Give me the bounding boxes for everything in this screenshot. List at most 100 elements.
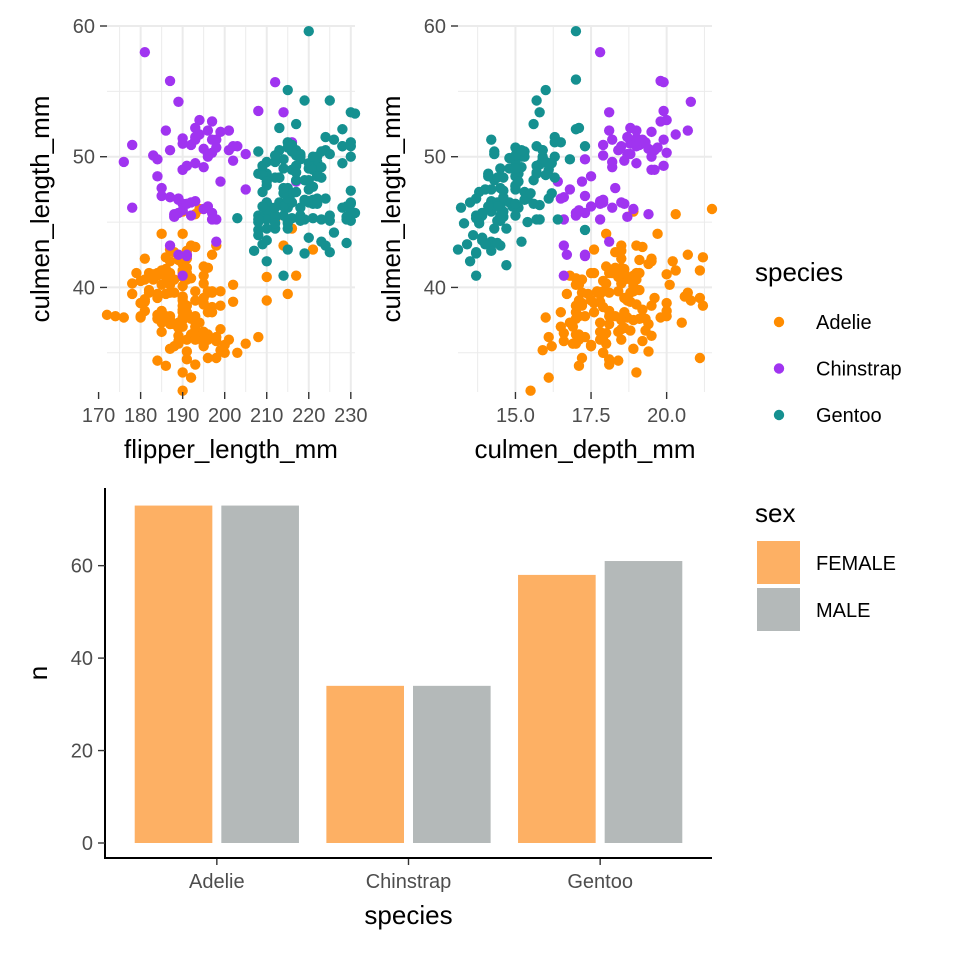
flipper-point-gentoo bbox=[307, 151, 319, 162]
depth-point-gentoo bbox=[510, 210, 521, 221]
flipper-point-gentoo bbox=[328, 227, 340, 238]
depth-point-adelie bbox=[543, 331, 554, 343]
depth-point-chinstrap bbox=[585, 201, 597, 212]
depth-point-chinstrap bbox=[603, 125, 615, 136]
flipper-point-gentoo bbox=[316, 161, 327, 173]
flipper-point-adelie bbox=[127, 278, 138, 289]
depth-point-adelie bbox=[588, 297, 600, 309]
flipper-point-adelie bbox=[261, 295, 272, 306]
depth-point-adelie bbox=[570, 273, 582, 284]
flipper-point-chinstrap bbox=[240, 148, 251, 160]
flipper-point-gentoo bbox=[282, 218, 293, 229]
flipper-point-chinstrap bbox=[269, 77, 281, 88]
depth-point-adelie bbox=[555, 321, 567, 332]
bar-y-axis-title: n bbox=[23, 666, 53, 680]
flipper-point-adelie bbox=[156, 279, 167, 291]
flipper-point-gentoo bbox=[303, 232, 314, 243]
depth-point-adelie bbox=[628, 286, 639, 297]
depth-y-tick-label: 40 bbox=[424, 277, 446, 299]
flipper-point-chinstrap bbox=[177, 133, 188, 144]
depth-y-axis-title: culmen_length_mm bbox=[376, 96, 406, 323]
depth-point-gentoo bbox=[579, 141, 591, 152]
flipper-point-chinstrap bbox=[215, 126, 226, 138]
flipper-point-gentoo bbox=[278, 154, 289, 165]
flipper-point-chinstrap bbox=[190, 158, 201, 169]
depth-point-gentoo bbox=[470, 270, 482, 281]
flipper-point-gentoo bbox=[324, 95, 335, 106]
flipper-point-adelie bbox=[190, 334, 201, 345]
flipper-point-gentoo bbox=[278, 270, 289, 281]
flipper-point-adelie bbox=[173, 330, 184, 341]
flipper-point-gentoo bbox=[324, 215, 335, 226]
flipper-point-chinstrap bbox=[127, 139, 138, 151]
depth-point-adelie bbox=[576, 287, 588, 298]
bar-x-axis-title: species bbox=[364, 900, 452, 930]
flipper-x-axis-title: flipper_length_mm bbox=[124, 434, 338, 464]
depth-point-gentoo bbox=[483, 201, 494, 212]
depth-point-gentoo bbox=[470, 193, 482, 204]
depth-point-chinstrap bbox=[564, 184, 576, 195]
flipper-point-adelie bbox=[215, 300, 226, 311]
flipper-point-chinstrap bbox=[198, 161, 209, 173]
depth-point-chinstrap bbox=[561, 249, 573, 260]
flipper-point-gentoo bbox=[295, 154, 306, 165]
depth-point-gentoo bbox=[473, 218, 485, 229]
flipper-point-gentoo bbox=[290, 118, 302, 130]
flipper-point-chinstrap bbox=[152, 154, 163, 165]
flipper-point-adelie bbox=[177, 307, 188, 318]
flipper-point-gentoo bbox=[269, 150, 281, 161]
flipper-point-adelie bbox=[127, 288, 138, 300]
depth-point-adelie bbox=[588, 244, 600, 255]
depth-point-adelie bbox=[546, 341, 557, 352]
depth-point-gentoo bbox=[458, 218, 470, 229]
depth-point-adelie bbox=[634, 254, 645, 266]
sex-legend-key-female bbox=[757, 541, 800, 584]
flipper-vs-culmen-scatter: 170 180 190 200 210 220 230 40 50 60 flipper_lengt… bbox=[25, 16, 367, 464]
depth-point-chinstrap bbox=[622, 211, 633, 223]
depth-point-chinstrap bbox=[640, 137, 651, 148]
sex-legend-label: FEMALE bbox=[816, 553, 896, 575]
flipper-x-tick-label: 180 bbox=[124, 405, 157, 427]
depth-point-chinstrap bbox=[579, 154, 591, 165]
depth-point-gentoo bbox=[531, 167, 542, 178]
depth-point-gentoo bbox=[489, 223, 500, 234]
flipper-point-chinstrap bbox=[278, 107, 289, 118]
depth-point-adelie bbox=[585, 339, 597, 351]
flipper-point-adelie bbox=[118, 312, 130, 323]
flipper-point-chinstrap bbox=[185, 139, 197, 151]
species-legend-key-adelie bbox=[773, 316, 785, 328]
depth-point-chinstrap bbox=[610, 182, 621, 194]
depth-point-chinstrap bbox=[661, 147, 672, 158]
flipper-point-gentoo bbox=[253, 146, 264, 157]
sex-legend-label: MALE bbox=[816, 600, 870, 622]
depth-point-gentoo bbox=[486, 134, 497, 145]
depth-point-gentoo bbox=[531, 214, 542, 225]
flipper-point-chinstrap bbox=[223, 125, 235, 136]
flipper-point-gentoo bbox=[345, 151, 356, 162]
bar-gentoo-female bbox=[518, 574, 596, 843]
depth-point-chinstrap bbox=[616, 197, 627, 208]
depth-x-tick-label: 20.0 bbox=[647, 405, 686, 427]
depth-point-chinstrap bbox=[558, 270, 570, 281]
depth-point-adelie bbox=[616, 314, 627, 326]
species-count-bar-chart: Adelie Chinstrap Gentoo 0 20 40 60 species n bbox=[23, 488, 712, 930]
depth-point-chinstrap bbox=[658, 134, 669, 145]
depth-point-adelie bbox=[655, 312, 666, 323]
flipper-y-tick-label: 60 bbox=[73, 16, 95, 38]
flipper-x-tick-label: 190 bbox=[166, 405, 199, 427]
depth-point-gentoo bbox=[528, 198, 539, 209]
species-legend-label: Gentoo bbox=[816, 405, 882, 427]
flipper-point-chinstrap bbox=[206, 214, 218, 225]
flipper-point-gentoo bbox=[316, 214, 327, 225]
species-legend-key-gentoo bbox=[773, 409, 785, 421]
flipper-point-adelie bbox=[164, 287, 176, 298]
depth-point-gentoo bbox=[492, 237, 503, 249]
flipper-point-gentoo bbox=[303, 184, 314, 195]
depth-point-gentoo bbox=[573, 122, 585, 134]
depth-point-gentoo bbox=[549, 172, 560, 183]
flipper-point-gentoo bbox=[261, 214, 272, 225]
flipper-point-chinstrap bbox=[211, 236, 222, 247]
depth-point-adelie bbox=[603, 310, 615, 322]
flipper-point-gentoo bbox=[274, 122, 285, 134]
